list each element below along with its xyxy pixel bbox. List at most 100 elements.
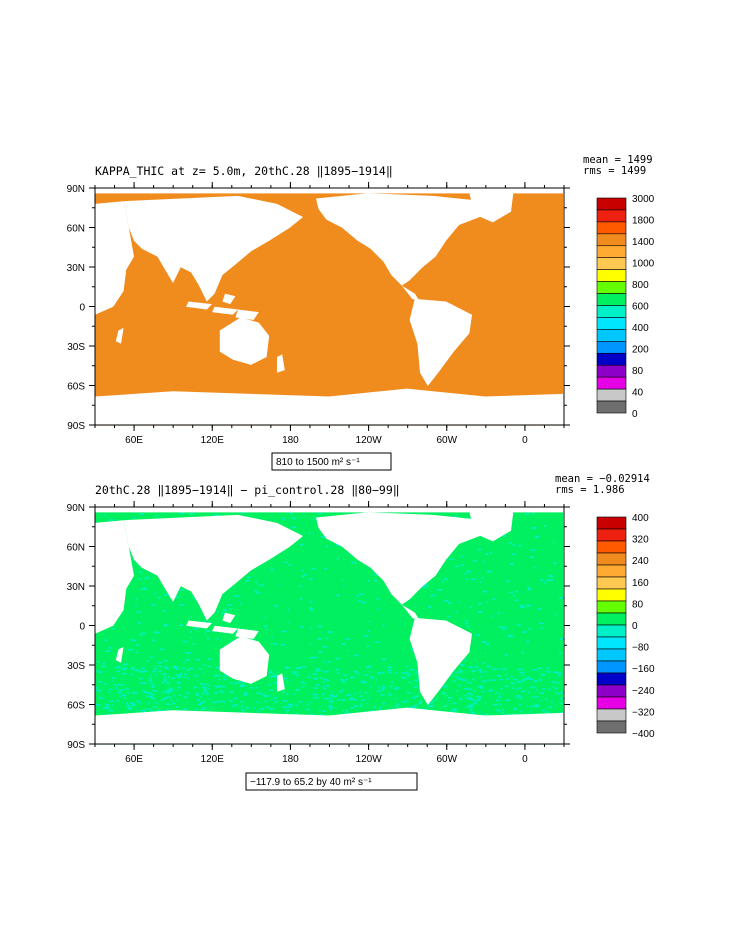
lat-tick-label: 90S xyxy=(67,421,85,432)
lat-tick-label: 30S xyxy=(67,342,85,353)
colorbar-label: 3000 xyxy=(632,194,655,205)
lon-tick-label: 60E xyxy=(125,435,143,446)
top-map-panel: KAPPA_THIC at z= 5.0m, 20thC.28 ‖1895−19… xyxy=(67,154,655,471)
colorbar-swatch xyxy=(596,233,627,247)
panel1-axes: 90N 60N 30N 0 30S 60S 90S 60E 120E 180 120W 60W 0 xyxy=(67,182,570,446)
colorbar-swatch xyxy=(596,317,627,330)
lat-tick-label: 30N xyxy=(67,582,85,593)
panel2-colorbar: 400 320 240 160 80 0 −80 −160 −240 −320 −400 xyxy=(596,513,655,740)
panel2-map-area xyxy=(95,507,565,745)
lat-tick-label: 90N xyxy=(67,503,85,514)
lon-tick-label: 180 xyxy=(282,435,299,446)
panel2-mean: mean = −0.02914 xyxy=(555,473,650,485)
lon-tick-label: 120W xyxy=(356,435,383,446)
colorbar-swatch xyxy=(596,352,627,366)
lon-tick-label: 120W xyxy=(356,754,383,765)
colorbar-label: 800 xyxy=(632,280,649,291)
colorbar-swatch xyxy=(596,221,627,235)
colorbar-swatch xyxy=(596,364,627,378)
colorbar-swatch xyxy=(596,329,627,342)
lon-tick-label: 180 xyxy=(282,754,299,765)
panel2-title: 20thC.28 ‖1895−1914‖ − pi_control.28 ‖80… xyxy=(95,483,400,497)
colorbar-swatch xyxy=(596,197,627,211)
lat-tick-label: 0 xyxy=(79,622,85,633)
colorbar-swatch xyxy=(596,376,627,390)
lon-tick-label: 60W xyxy=(436,435,457,446)
colorbar-label: 160 xyxy=(632,578,649,589)
colorbar-label: 200 xyxy=(632,345,649,356)
colorbar-label: 1400 xyxy=(632,237,655,248)
colorbar-swatch xyxy=(596,720,627,734)
colorbar-swatch xyxy=(596,540,627,554)
lon-tick-label: 60E xyxy=(125,754,143,765)
lon-tick-label: 120E xyxy=(201,754,225,765)
colorbar-swatch xyxy=(596,257,627,270)
colorbar-swatch xyxy=(596,388,627,402)
colorbar-swatch xyxy=(596,636,627,650)
colorbar-swatch xyxy=(596,552,627,566)
colorbar-swatch xyxy=(596,293,627,306)
colorbar-swatch xyxy=(596,588,627,602)
colorbar-swatch xyxy=(596,400,627,414)
colorbar-label: 600 xyxy=(632,302,649,313)
colorbar-swatch xyxy=(596,648,627,662)
lat-tick-label: 60N xyxy=(67,543,85,554)
colorbar-swatch xyxy=(596,341,627,354)
lon-tick-label: 60W xyxy=(436,754,457,765)
colorbar-swatch xyxy=(596,516,627,530)
colorbar-label: −240 xyxy=(632,686,655,697)
colorbar-label: −320 xyxy=(632,707,655,718)
lat-tick-label: 60S xyxy=(67,382,85,393)
colorbar-swatch xyxy=(596,660,627,674)
colorbar-swatch xyxy=(596,612,627,626)
colorbar-swatch xyxy=(596,528,627,542)
panel2-rms: rms = 1.986 xyxy=(555,484,625,496)
lon-tick-label: 120E xyxy=(201,435,225,446)
colorbar-swatch xyxy=(596,708,627,722)
svg-text:810 to 1500 m² s⁻¹: 810 to 1500 m² s⁻¹ xyxy=(276,457,360,468)
colorbar-label: 320 xyxy=(632,535,649,546)
colorbar-swatch xyxy=(596,209,627,223)
lon-tick-label: 0 xyxy=(522,754,528,765)
lat-tick-label: 30N xyxy=(67,263,85,274)
colorbar-swatch xyxy=(596,672,627,686)
colorbar-label: 240 xyxy=(632,556,649,567)
colorbar-label: 1000 xyxy=(632,259,655,270)
lat-tick-label: 60N xyxy=(67,224,85,235)
colorbar-label: 1800 xyxy=(632,216,655,227)
colorbar-swatch xyxy=(596,269,627,282)
colorbar-swatch xyxy=(596,245,627,259)
svg-text:−117.9 to 65.2 by 40 m² s⁻¹: −117.9 to 65.2 by 40 m² s⁻¹ xyxy=(250,777,372,788)
colorbar-label: 400 xyxy=(632,323,649,334)
colorbar-swatch xyxy=(596,564,627,578)
panel1-range-box: 810 to 1500 m² s⁻¹ xyxy=(271,452,392,471)
panel1-mean: mean = 1499 xyxy=(583,154,653,166)
colorbar-label: −400 xyxy=(632,729,655,740)
panel2-axes: 90N 60N 30N 0 30S 60S 90S 60E 120E 180 120W 60W 0 xyxy=(67,501,570,765)
panel1-title: KAPPA_THIC at z= 5.0m, 20thC.28 ‖1895−19… xyxy=(95,164,393,178)
colorbar-swatch xyxy=(596,600,627,614)
colorbar-swatch xyxy=(596,684,627,698)
colorbar-swatch xyxy=(596,696,627,710)
panel1-rms: rms = 1499 xyxy=(583,165,646,177)
colorbar-label: 80 xyxy=(632,366,644,377)
lat-tick-label: 90S xyxy=(67,740,85,751)
colorbar-label: 400 xyxy=(632,513,649,524)
panel2-range-box: −117.9 to 65.2 by 40 m² s⁻¹ xyxy=(245,772,418,791)
colorbar-label: 40 xyxy=(632,388,644,399)
lon-tick-label: 0 xyxy=(522,435,528,446)
colorbar-swatch xyxy=(596,576,627,590)
colorbar-label: −80 xyxy=(632,643,649,654)
colorbar-label: 0 xyxy=(632,621,638,632)
lat-tick-label: 30S xyxy=(67,661,85,672)
lat-tick-label: 60S xyxy=(67,701,85,712)
colorbar-swatch xyxy=(596,624,627,638)
lat-tick-label: 0 xyxy=(79,303,85,314)
colorbar-label: 80 xyxy=(632,599,644,610)
lat-tick-label: 90N xyxy=(67,184,85,195)
bottom-map-panel: 20thC.28 ‖1895−1914‖ − pi_control.28 ‖80… xyxy=(67,473,655,791)
panel1-map-area xyxy=(95,188,563,426)
colorbar-swatch xyxy=(596,305,627,318)
